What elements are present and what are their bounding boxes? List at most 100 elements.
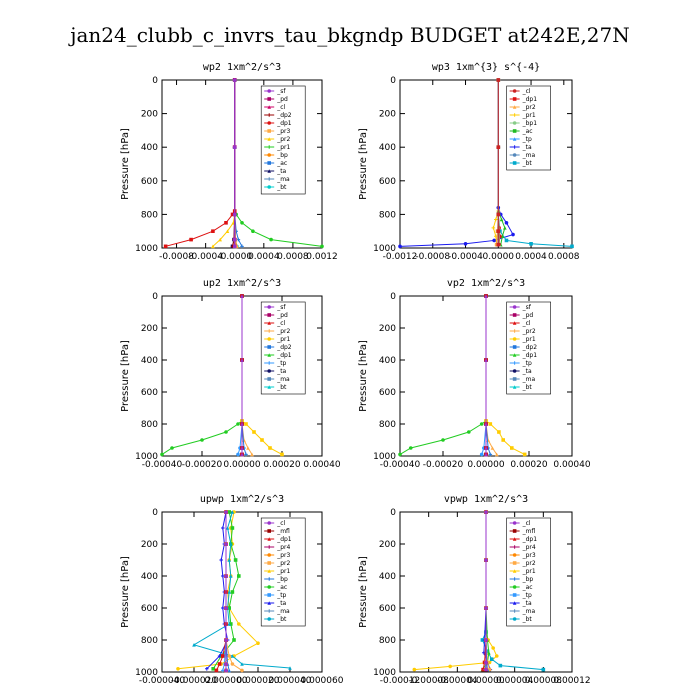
legend-label: _pr3 <box>276 128 290 135</box>
legend-marker <box>512 161 517 165</box>
x-tick-label: 0.0004 <box>248 252 280 262</box>
data-point <box>214 668 219 673</box>
legend-marker <box>267 569 271 573</box>
data-point <box>232 638 236 642</box>
data-point <box>192 643 196 647</box>
legend-marker <box>267 153 272 157</box>
data-point <box>412 667 417 672</box>
data-point <box>251 229 255 233</box>
data-point <box>189 237 193 242</box>
data-point <box>499 217 504 222</box>
y-tick-label: 400 <box>379 143 396 153</box>
x-tick-label: 0.00012 <box>553 676 590 686</box>
data-point <box>269 237 273 242</box>
data-point <box>498 663 503 668</box>
series-line <box>161 296 243 455</box>
legend-marker <box>512 321 517 325</box>
data-point <box>217 654 222 658</box>
data-point <box>237 574 241 578</box>
y-tick-label: 800 <box>379 636 396 646</box>
legend-label: _pr1 <box>276 144 290 151</box>
data-point <box>232 78 237 82</box>
data-point <box>244 452 248 457</box>
data-point <box>529 242 533 246</box>
legend-label: _pr1 <box>276 568 290 575</box>
data-point <box>280 452 284 457</box>
x-tick-label: -0.00040 <box>142 460 183 470</box>
legend-label: _pr2 <box>276 560 290 567</box>
chart-panel: vp2 1xm^2/s^3 Pressure [hPa] 0 200 400 600 800… <box>358 278 591 470</box>
data-point <box>488 422 493 426</box>
legend: _cl_mfl_dp1_pr4_pr3_pr2_pr1_bp_ac_tp_ta_… <box>506 517 551 627</box>
x-tick-label: -0.0008 <box>415 252 450 262</box>
series-line <box>177 511 259 670</box>
legend-marker <box>512 97 517 101</box>
legend-marker <box>512 121 517 125</box>
y-tick-label: 400 <box>141 356 158 366</box>
data-point <box>240 422 244 426</box>
series-line <box>399 80 514 247</box>
data-point <box>268 446 272 450</box>
chart-panel: wp3 1xm^{3} s^{-4} Pressure [hPa] 0 200 400 6… <box>358 62 580 262</box>
legend-marker <box>267 601 271 605</box>
data-point <box>522 452 527 457</box>
legend-marker <box>512 569 517 573</box>
data-point <box>229 622 233 626</box>
series-ta <box>482 510 493 672</box>
legend-label: _tp <box>522 592 532 599</box>
data-point <box>398 244 402 249</box>
data-point <box>225 229 230 233</box>
panel-title: upwp 1xm^2/s^3 <box>200 494 284 505</box>
y-axis-label: Pressure [hPa] <box>358 556 369 628</box>
x-tick-label: 0.000000 <box>205 676 248 686</box>
x-tick-label: 0.0000 <box>483 252 515 262</box>
legend-marker <box>267 89 272 93</box>
x-tick-label: -0.0004 <box>448 252 483 262</box>
data-point <box>489 657 494 661</box>
legend: _sf_pd_cl_dp2_dp1_pr3_pr2_pr1_bp_ac_ta_m… <box>260 85 306 195</box>
y-tick-label: 800 <box>379 210 396 220</box>
series-sf <box>240 294 244 457</box>
y-tick-label: 800 <box>141 636 158 646</box>
y-axis-label: Pressure [hPa] <box>358 340 369 412</box>
legend-label: _cl <box>276 320 285 327</box>
x-tick-label: 0.0004 <box>515 252 547 262</box>
series-line <box>212 80 236 247</box>
legend: _sf_pd_cl_pr2_pr1_dp2_dp1_tp_ta_ma_bt <box>506 301 551 395</box>
x-tick-label: -0.0004 <box>188 252 223 262</box>
panel-title: wp3 1xm^{3} s^{-4} <box>432 62 540 73</box>
data-point <box>205 667 209 671</box>
data-point <box>496 242 501 247</box>
data-point <box>246 446 250 450</box>
legend-label: _bp <box>276 152 288 159</box>
legend-marker <box>267 305 272 309</box>
series-ta <box>398 78 515 249</box>
x-tick-label: 0.00040 <box>303 460 340 470</box>
legend-label: _ta <box>522 144 532 151</box>
series-line <box>192 511 291 669</box>
legend-marker <box>267 577 271 581</box>
legend-label: _ta <box>522 600 532 607</box>
legend-label: _bp <box>522 576 534 583</box>
data-point <box>484 452 488 457</box>
legend-marker <box>512 617 517 621</box>
x-tick-label: 0.00020 <box>510 460 547 470</box>
data-point <box>484 606 488 610</box>
series-dp1 <box>163 78 237 249</box>
data-point <box>484 446 488 450</box>
data-point <box>224 574 228 578</box>
y-tick-label: 800 <box>379 420 396 430</box>
data-point <box>398 452 402 457</box>
data-point <box>288 666 292 670</box>
legend-marker <box>267 105 271 109</box>
series-line <box>399 296 487 455</box>
data-point <box>224 510 228 514</box>
panel-grid: wp2 1xm^2/s^3 Pressure [hPa] 0 200 400 600 800… <box>120 62 591 686</box>
data-point <box>496 212 501 217</box>
legend-label: _sf <box>276 88 286 95</box>
x-tick-label: 0.00040 <box>553 460 590 470</box>
data-point <box>240 358 244 362</box>
legend-marker <box>512 313 517 317</box>
data-point <box>232 244 237 249</box>
y-tick-label: 200 <box>141 110 158 120</box>
